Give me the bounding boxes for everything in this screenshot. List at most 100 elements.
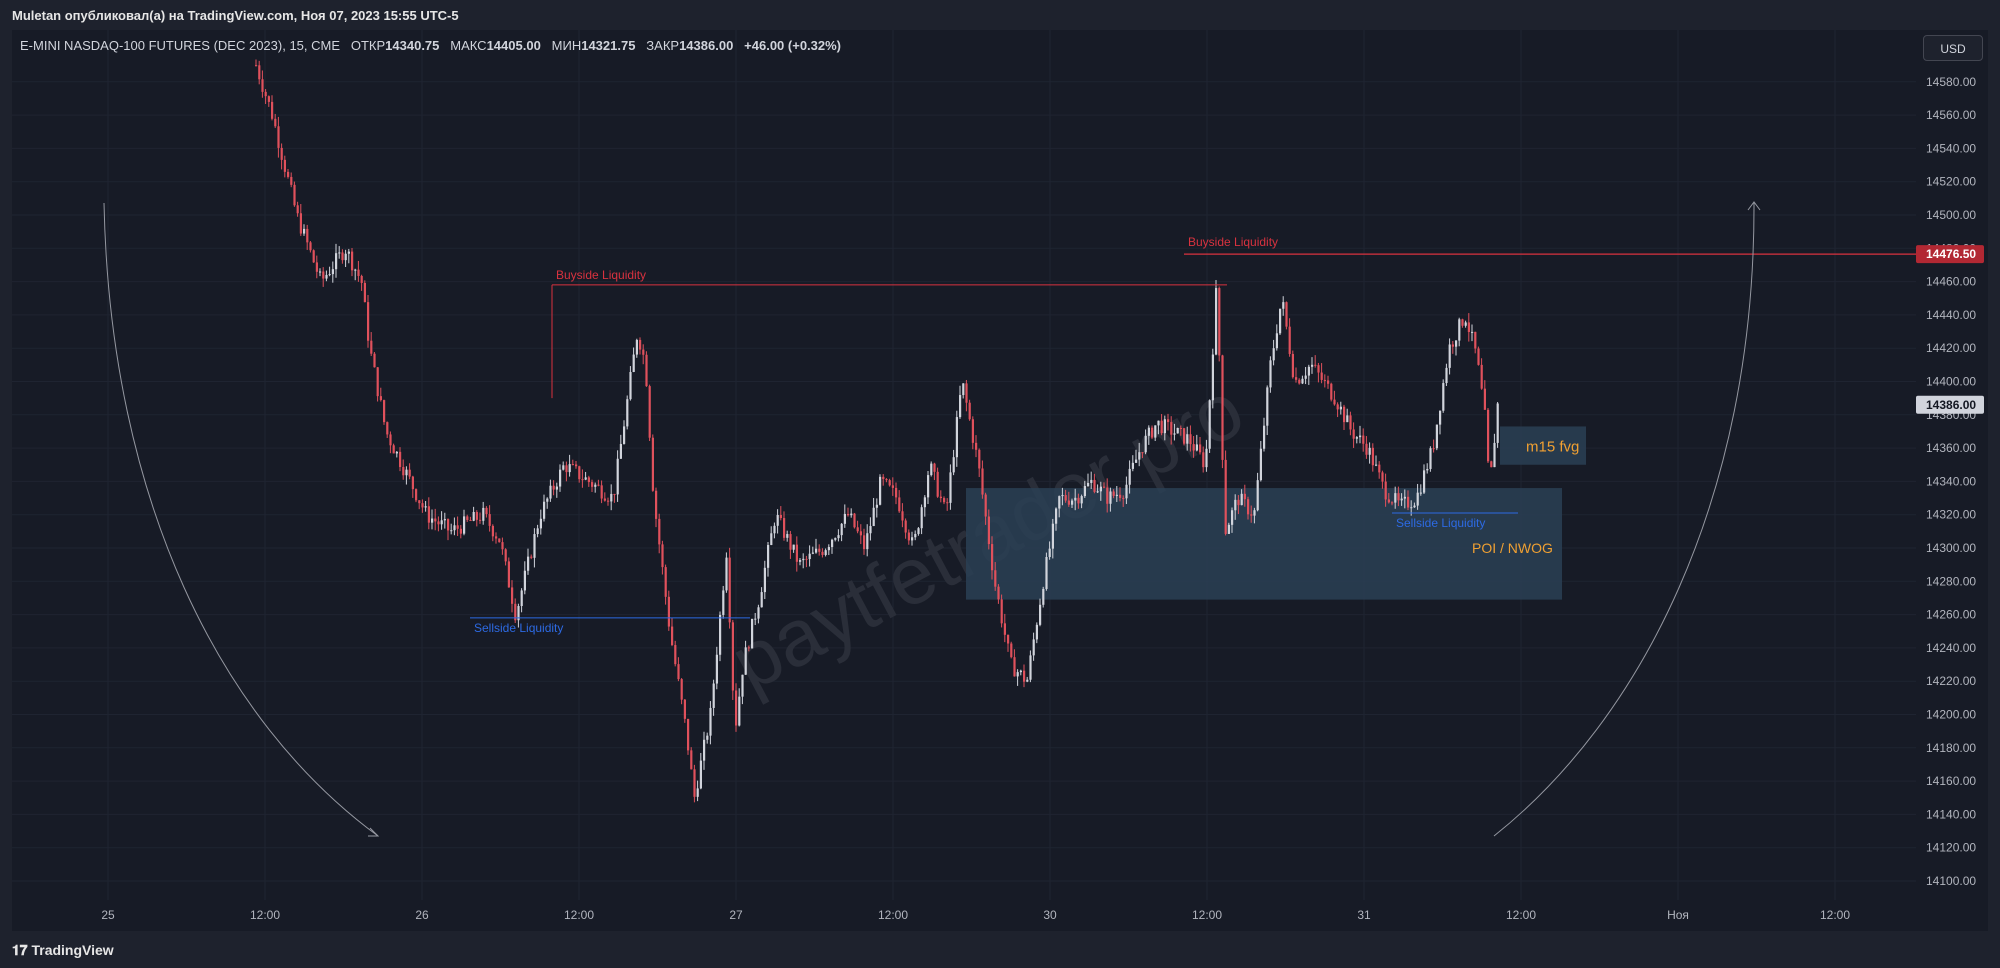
candle-body (1269, 360, 1272, 388)
candle (357, 260, 360, 282)
candle (1391, 501, 1394, 506)
candle (1061, 487, 1064, 506)
candle (741, 674, 744, 705)
candle-body (946, 502, 949, 504)
candle (1231, 507, 1234, 533)
candle (619, 434, 622, 459)
candle-body (1467, 322, 1470, 333)
candle (1218, 286, 1221, 362)
candle-body (792, 544, 795, 550)
candle (1275, 324, 1278, 351)
candle-body (639, 339, 642, 350)
candle (533, 528, 536, 568)
candle-body (1435, 424, 1438, 449)
candle-body (255, 65, 258, 67)
candle-body (1221, 355, 1224, 460)
candle-body (664, 567, 667, 597)
candle (1135, 449, 1138, 463)
candle-body (466, 516, 469, 520)
candle-body (1000, 599, 1003, 624)
candle (1131, 455, 1134, 472)
candle (818, 544, 821, 556)
candle (475, 510, 478, 527)
candle-body (1307, 366, 1310, 376)
candle-body (1157, 420, 1160, 426)
candle (427, 497, 430, 530)
candle-body (837, 535, 840, 539)
candle (879, 474, 882, 506)
candle (712, 679, 715, 716)
candle (411, 475, 414, 498)
candle (1279, 308, 1282, 335)
candle-body (603, 498, 606, 501)
candle-body (1314, 364, 1317, 366)
candle (1080, 494, 1083, 509)
candle (847, 507, 850, 517)
candle (997, 584, 1000, 604)
candle-body (1125, 484, 1128, 499)
candle (1435, 424, 1438, 451)
candle (1067, 491, 1070, 507)
candle-body (1074, 497, 1077, 501)
currency-button[interactable]: USD (1923, 35, 1983, 61)
candle (1474, 331, 1477, 354)
candle-body (850, 513, 853, 516)
candle (1307, 364, 1310, 385)
candle (789, 530, 792, 559)
candle-body (834, 538, 837, 540)
y-tick-label: 14440.00 (1926, 308, 1976, 322)
candle-body (754, 618, 757, 620)
candle (283, 155, 286, 178)
candle (466, 514, 469, 522)
candle (632, 347, 635, 373)
candle-body (1477, 348, 1480, 365)
tradingview-logo[interactable]: 𝟏𝟕 TradingView (12, 942, 114, 959)
candle (1458, 317, 1461, 347)
candle (421, 499, 424, 513)
candle-body (443, 519, 446, 521)
candle (443, 512, 446, 529)
candle-body (1115, 494, 1118, 496)
candle (591, 479, 594, 493)
candle (994, 562, 997, 591)
candle (914, 530, 917, 541)
candle-body (1048, 548, 1051, 558)
candle (917, 527, 920, 536)
candle (299, 204, 302, 236)
candle (1183, 428, 1186, 446)
candle-body (1192, 444, 1195, 451)
candle (975, 435, 978, 458)
candle (258, 60, 261, 85)
candle-body (914, 533, 917, 538)
candle-body (831, 539, 834, 548)
candle-body (674, 645, 677, 665)
candle (639, 337, 642, 355)
candle-body (968, 402, 971, 420)
candle-body (1474, 331, 1477, 349)
candle-body (760, 592, 763, 608)
candle (431, 509, 434, 530)
candle (1157, 420, 1160, 435)
publish-line: Muletan опубликовал(а) на TradingView.co… (12, 8, 459, 23)
candle-body (632, 354, 635, 372)
candle-body (584, 477, 587, 480)
candle-body (482, 507, 485, 521)
candle-body (546, 498, 549, 502)
candle (1461, 318, 1464, 328)
candle-body (904, 520, 907, 533)
candle (1263, 417, 1266, 452)
candle (1407, 490, 1410, 511)
candle-body (411, 476, 414, 490)
candle (936, 467, 939, 498)
candle (600, 480, 603, 504)
candle-body (1471, 331, 1474, 333)
candle-body (1077, 497, 1080, 504)
candle-body (571, 464, 574, 466)
candle-body (895, 487, 898, 498)
candle (1346, 408, 1349, 423)
candle-body (843, 513, 846, 524)
candle-body (811, 552, 814, 554)
candle-body (872, 507, 875, 527)
y-tick-label: 14260.00 (1926, 608, 1976, 622)
